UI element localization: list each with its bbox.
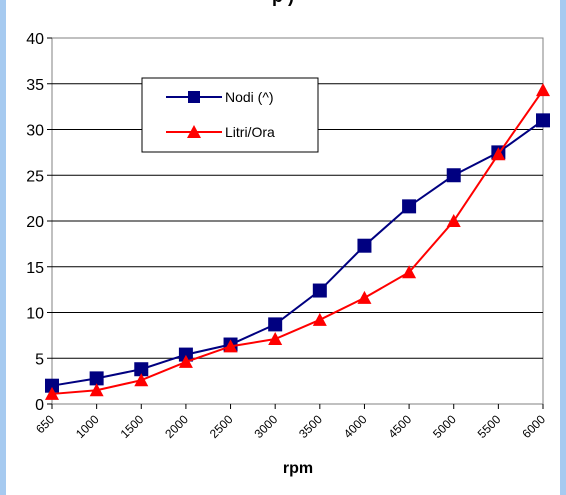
data-point-triangle — [89, 383, 104, 397]
data-point-triangle — [357, 290, 372, 304]
x-axis-title: rpm — [283, 460, 313, 477]
data-point-triangle — [491, 147, 506, 161]
x-tick-label: 5500 — [475, 412, 504, 441]
y-tick-label: 10 — [26, 306, 44, 323]
data-point-triangle — [178, 354, 193, 368]
chart-header-fragment: p ) — [0, 0, 566, 7]
legend-marker-litri — [187, 125, 201, 138]
x-tick-label: 1000 — [73, 412, 102, 441]
data-point-square — [45, 378, 59, 393]
data-point-square — [536, 113, 550, 128]
y-axis-ticks: 0 5 10 15 20 25 30 35 40 — [26, 31, 52, 414]
y-tick-label: 25 — [26, 168, 44, 185]
data-point-triangle — [223, 339, 238, 353]
data-point-square — [134, 362, 149, 377]
legend-box — [141, 77, 319, 153]
legend: Nodi (^) Litri/Ora — [141, 77, 319, 153]
data-point-triangle — [312, 312, 327, 326]
x-axis-ticks: 650 1000 1500 2000 2500 3000 3500 4000 4500 5000 5… — [33, 404, 548, 441]
data-point-square — [268, 317, 283, 332]
series-line-0 — [51, 119, 544, 387]
data-point-triangle — [134, 373, 149, 387]
x-tick-label: 3500 — [296, 412, 325, 441]
x-tick-label: 1500 — [118, 412, 147, 441]
y-tick-label: 20 — [26, 214, 44, 231]
data-point-triangle — [536, 83, 550, 97]
legend-label-litri: Litri/Ora — [225, 124, 275, 140]
series-line-1 — [51, 89, 544, 395]
y-tick-label: 35 — [26, 77, 44, 94]
y-tick-label: 15 — [26, 260, 44, 277]
legend-marker-nodi — [188, 91, 200, 103]
x-tick-label: 2500 — [207, 412, 236, 441]
x-tick-label: 4500 — [385, 412, 414, 441]
data-point-square — [402, 199, 417, 214]
y-tick-label: 30 — [26, 123, 44, 140]
series-layer — [45, 83, 550, 400]
x-tick-label: 6000 — [519, 412, 548, 441]
data-point-square — [446, 168, 461, 183]
data-point-triangle — [268, 332, 283, 346]
x-tick-label: 5000 — [430, 412, 459, 441]
data-point-square — [312, 283, 327, 298]
x-tick-label: 650 — [33, 412, 57, 436]
y-tick-label: 5 — [35, 351, 44, 368]
x-tick-label: 4000 — [341, 412, 370, 441]
data-point-triangle — [402, 265, 417, 279]
y-tick-label: 0 — [35, 397, 44, 414]
data-point-square — [89, 371, 104, 386]
y-tick-label: 40 — [26, 31, 44, 48]
x-tick-label: 3000 — [252, 412, 281, 441]
data-point-triangle — [45, 386, 59, 400]
legend-label-nodi: Nodi (^) — [225, 89, 274, 105]
data-point-square — [178, 347, 193, 362]
x-tick-label: 2000 — [162, 412, 191, 441]
data-point-triangle — [446, 214, 461, 227]
data-point-square — [357, 238, 372, 253]
